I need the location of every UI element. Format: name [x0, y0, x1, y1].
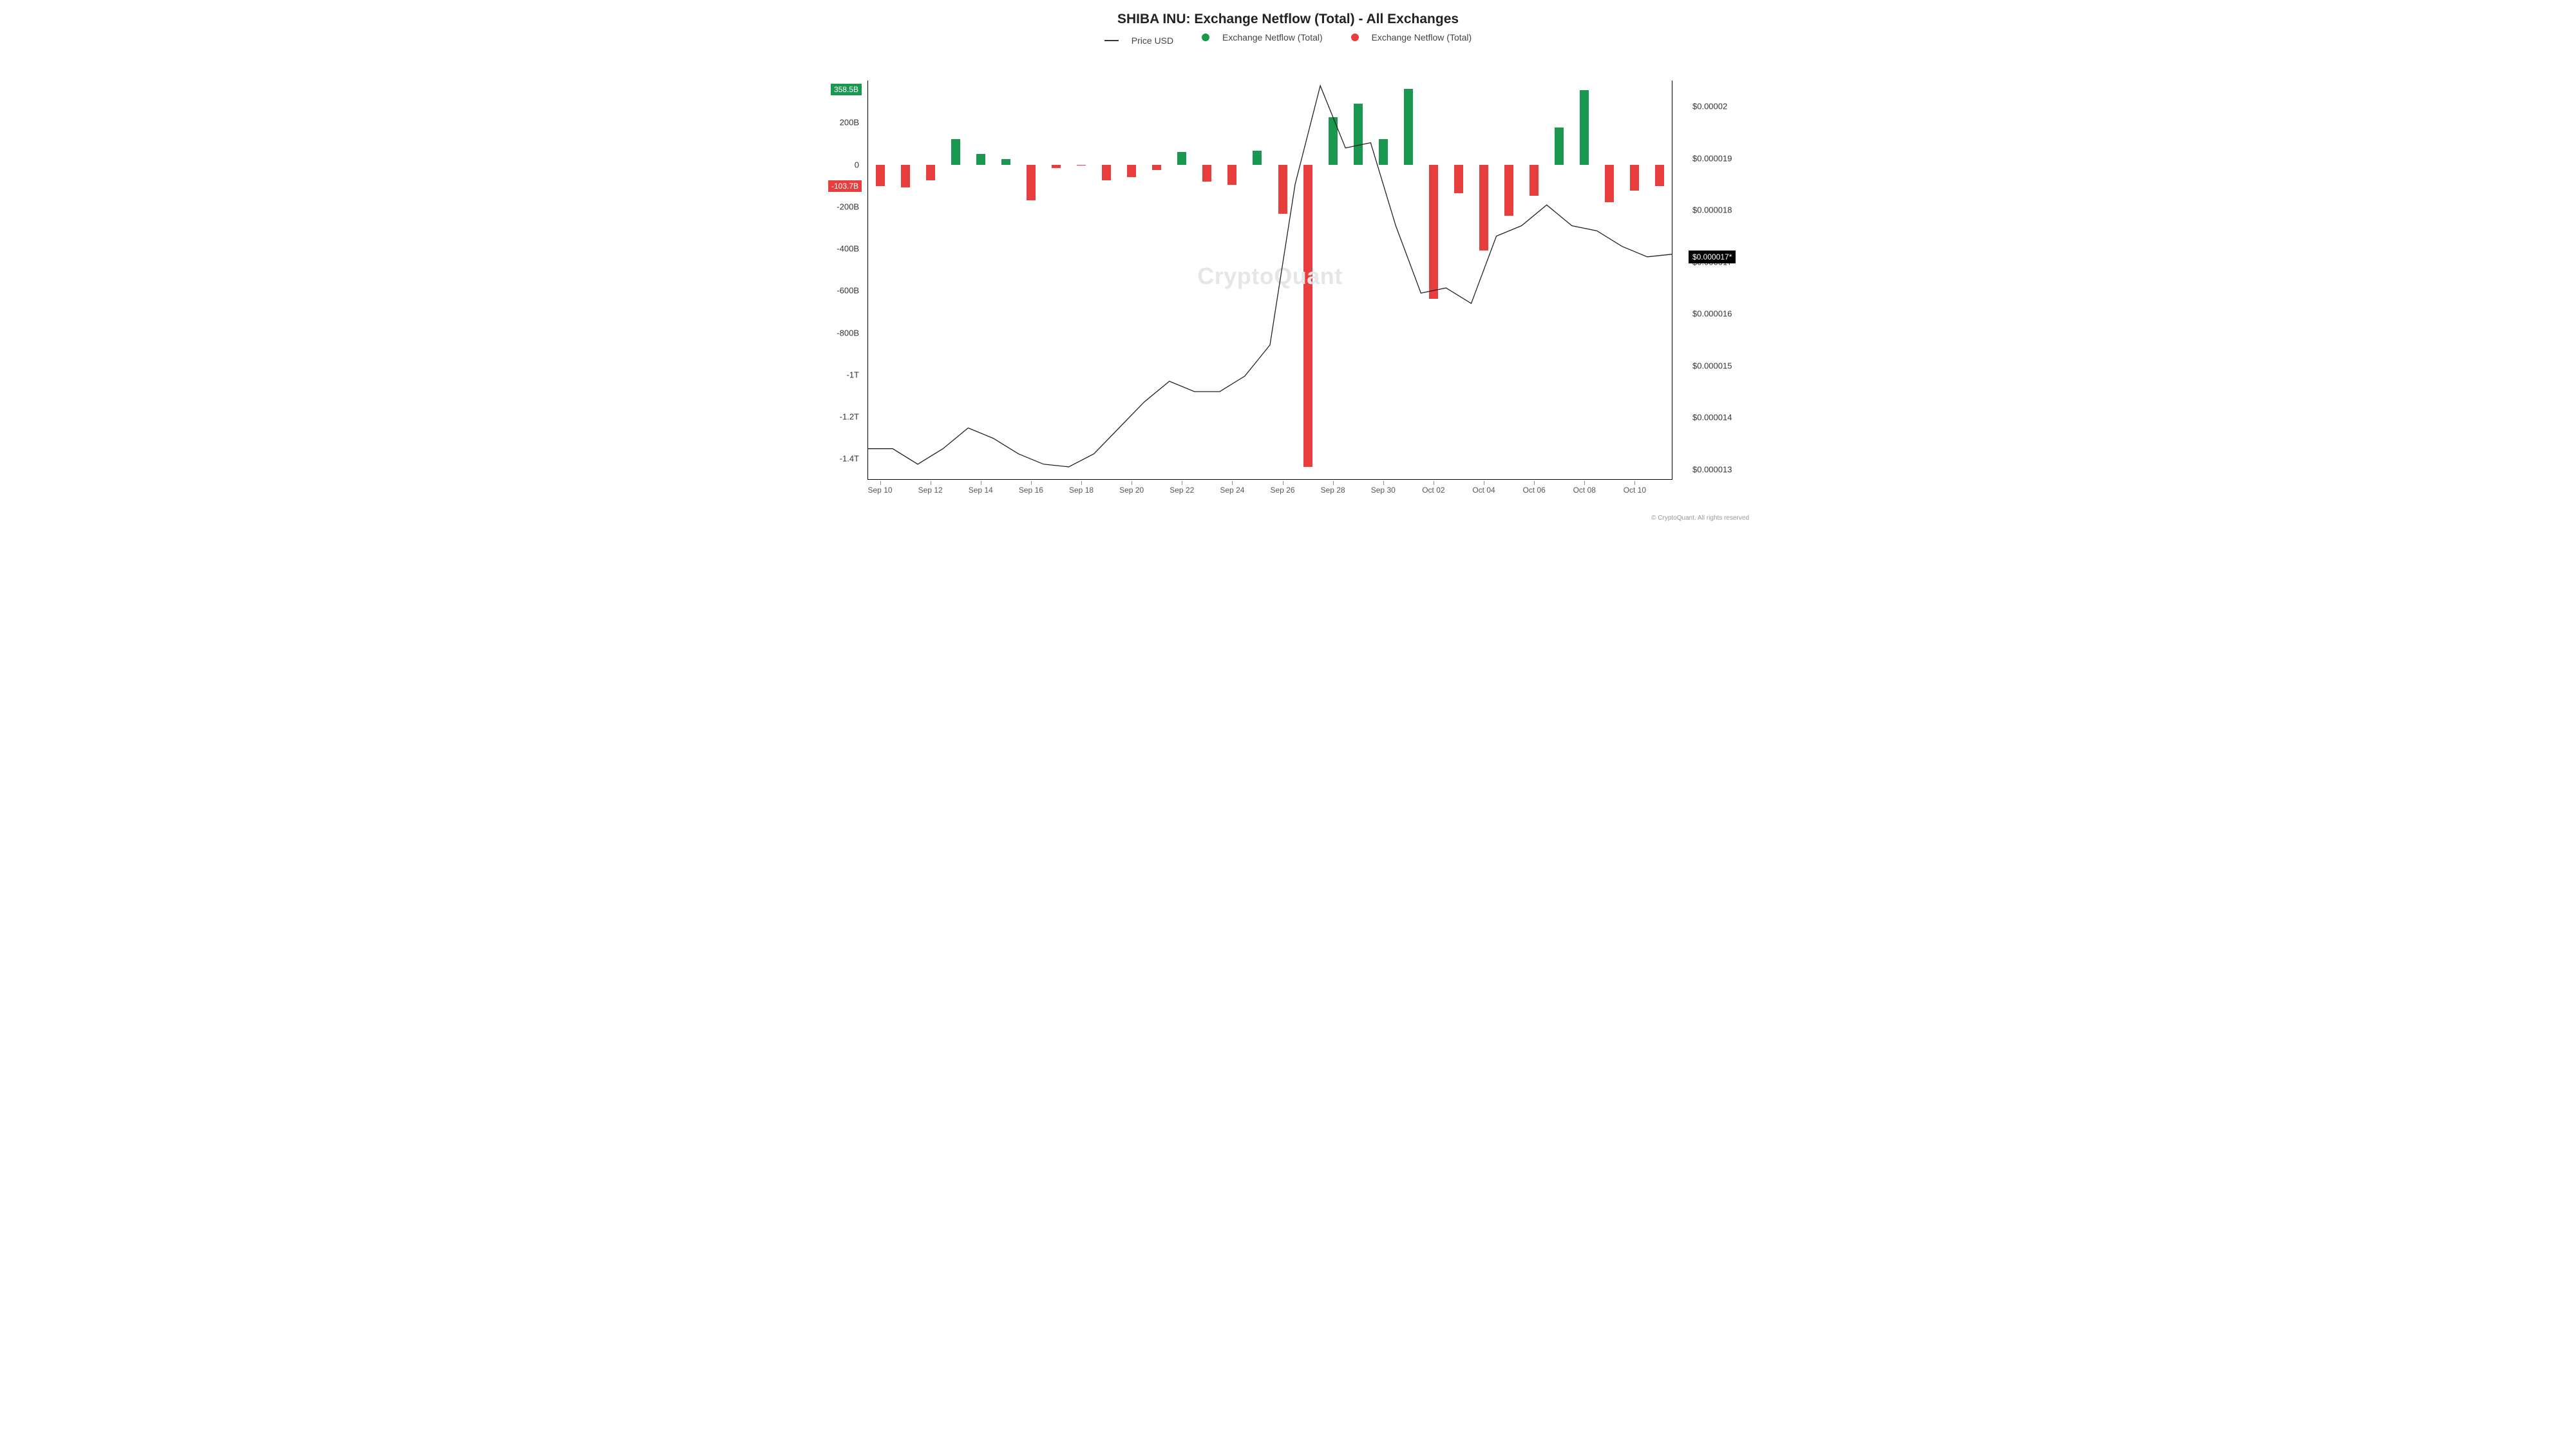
y-tick-right: $0.000015	[1692, 361, 1732, 370]
y-tick-left: -200B	[837, 202, 859, 211]
price-line-svg	[867, 80, 1672, 480]
y-tick-left: -1.4T	[840, 454, 859, 464]
price-line-path	[867, 86, 1672, 467]
legend-dot-positive-icon	[1202, 33, 1209, 41]
legend-price-label: Price USD	[1132, 35, 1173, 46]
chart-container: SHIBA INU: Exchange Netflow (Total) - Al…	[819, 0, 1757, 526]
y-axis-left: 200B 0 -200B -400B -600B -800B -1T -1.2T -1.4T 35…	[819, 80, 864, 480]
y-axis-badge: -103.7B	[828, 180, 862, 192]
y-tick-left: -600B	[837, 286, 859, 296]
y-tick-left: -1T	[847, 370, 860, 379]
x-tick-label: Sep 16	[1019, 486, 1043, 495]
x-tick-label: Sep 18	[1069, 486, 1094, 495]
y-tick-left: 0	[855, 160, 859, 169]
chart-legend: Price USD Exchange Netflow (Total) Excha…	[819, 32, 1757, 46]
x-tick-label: Sep 30	[1371, 486, 1396, 495]
chart-title: SHIBA INU: Exchange Netflow (Total) - Al…	[819, 0, 1757, 27]
y-tick-left: -800B	[837, 328, 859, 337]
chart-plot-area: CryptoQuant	[867, 80, 1672, 480]
x-tick-mark	[1383, 481, 1384, 485]
y-tick-right: $0.00002	[1692, 102, 1727, 111]
y-tick-left: -1.2T	[840, 412, 859, 422]
legend-netflow-negative: Exchange Netflow (Total)	[1345, 32, 1479, 43]
y-axis-right: $0.00002$0.000019$0.000018$0.000017$0.00…	[1686, 80, 1757, 480]
x-axis: Sep 10 Sep 12 Sep 14 Sep 16 Sep 18 Sep 20 Sep …	[867, 483, 1672, 502]
price-badge: $0.000017*	[1689, 251, 1736, 263]
legend-netflow-positive: Exchange Netflow (Total)	[1195, 32, 1329, 43]
x-tick-mark	[1634, 481, 1635, 485]
x-tick-label: Oct 08	[1573, 486, 1596, 495]
legend-netflow-negative-label: Exchange Netflow (Total)	[1372, 32, 1472, 43]
x-tick-mark	[1534, 481, 1535, 485]
y-tick-right: $0.000019	[1692, 153, 1732, 163]
y-tick-right: $0.000016	[1692, 309, 1732, 319]
x-tick-mark	[1333, 481, 1334, 485]
legend-netflow-positive-label: Exchange Netflow (Total)	[1222, 32, 1323, 43]
x-tick-mark	[1031, 481, 1032, 485]
x-tick-label: Sep 14	[969, 486, 993, 495]
x-tick-mark	[1584, 481, 1585, 485]
x-tick-label: Sep 20	[1119, 486, 1144, 495]
y-tick-right: $0.000018	[1692, 205, 1732, 215]
legend-price: Price USD	[1098, 35, 1180, 46]
x-tick-label: Sep 28	[1321, 486, 1345, 495]
x-tick-label: Sep 26	[1271, 486, 1295, 495]
x-tick-label: Oct 04	[1472, 486, 1495, 495]
legend-dot-negative-icon	[1351, 33, 1359, 41]
x-tick-label: Sep 22	[1170, 486, 1194, 495]
x-tick-label: Sep 12	[918, 486, 943, 495]
x-tick-mark	[880, 481, 881, 485]
x-tick-label: Oct 02	[1422, 486, 1444, 495]
x-tick-mark	[1232, 481, 1233, 485]
y-tick-left: -400B	[837, 244, 859, 254]
copyright-text: © CryptoQuant. All rights reserved	[1651, 515, 1749, 522]
x-tick-label: Sep 24	[1220, 486, 1244, 495]
x-tick-label: Oct 10	[1624, 486, 1646, 495]
legend-line-icon	[1104, 40, 1119, 41]
x-tick-label: Oct 06	[1522, 486, 1545, 495]
x-tick-mark	[1081, 481, 1082, 485]
y-axis-badge: 358.5B	[831, 84, 862, 95]
y-tick-left: 200B	[840, 118, 859, 128]
y-tick-right: $0.000014	[1692, 413, 1732, 422]
y-tick-right: $0.000013	[1692, 464, 1732, 474]
x-tick-label: Sep 10	[868, 486, 893, 495]
